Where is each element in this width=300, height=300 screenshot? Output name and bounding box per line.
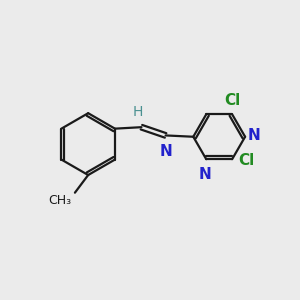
Text: N: N bbox=[248, 128, 260, 143]
Text: Cl: Cl bbox=[238, 153, 255, 168]
Text: N: N bbox=[198, 167, 211, 182]
Text: Cl: Cl bbox=[224, 93, 240, 108]
Text: CH₃: CH₃ bbox=[48, 194, 71, 207]
Text: H: H bbox=[133, 105, 143, 119]
Text: N: N bbox=[159, 144, 172, 159]
